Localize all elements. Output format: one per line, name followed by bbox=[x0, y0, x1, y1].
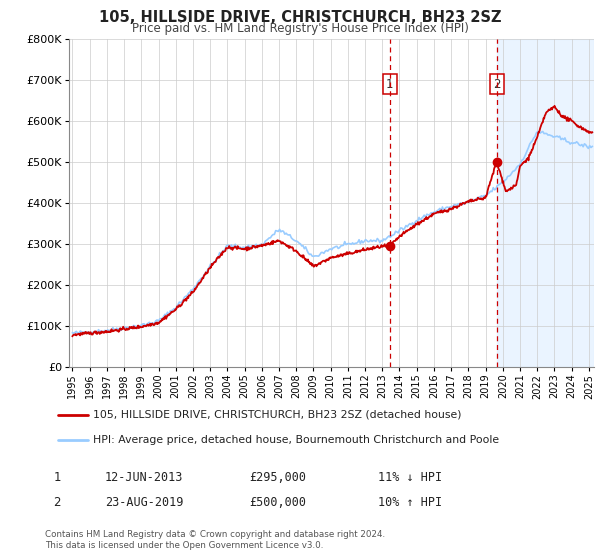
Text: HPI: Average price, detached house, Bournemouth Christchurch and Poole: HPI: Average price, detached house, Bour… bbox=[93, 435, 499, 445]
Text: 1: 1 bbox=[386, 78, 394, 91]
Text: 23-AUG-2019: 23-AUG-2019 bbox=[105, 496, 184, 509]
Text: 12-JUN-2013: 12-JUN-2013 bbox=[105, 471, 184, 484]
Text: This data is licensed under the Open Government Licence v3.0.: This data is licensed under the Open Gov… bbox=[45, 542, 323, 550]
Text: 105, HILLSIDE DRIVE, CHRISTCHURCH, BH23 2SZ (detached house): 105, HILLSIDE DRIVE, CHRISTCHURCH, BH23 … bbox=[93, 410, 461, 419]
Text: 11% ↓ HPI: 11% ↓ HPI bbox=[378, 471, 442, 484]
Text: 2: 2 bbox=[493, 78, 500, 91]
Text: 2: 2 bbox=[53, 496, 61, 509]
Text: 10% ↑ HPI: 10% ↑ HPI bbox=[378, 496, 442, 509]
Text: £500,000: £500,000 bbox=[249, 496, 306, 509]
Text: 105, HILLSIDE DRIVE, CHRISTCHURCH, BH23 2SZ: 105, HILLSIDE DRIVE, CHRISTCHURCH, BH23 … bbox=[99, 10, 501, 25]
Text: Price paid vs. HM Land Registry's House Price Index (HPI): Price paid vs. HM Land Registry's House … bbox=[131, 22, 469, 35]
Bar bbox=[497, 39, 594, 367]
Text: £295,000: £295,000 bbox=[249, 471, 306, 484]
Text: Contains HM Land Registry data © Crown copyright and database right 2024.: Contains HM Land Registry data © Crown c… bbox=[45, 530, 385, 539]
Text: 1: 1 bbox=[53, 471, 61, 484]
